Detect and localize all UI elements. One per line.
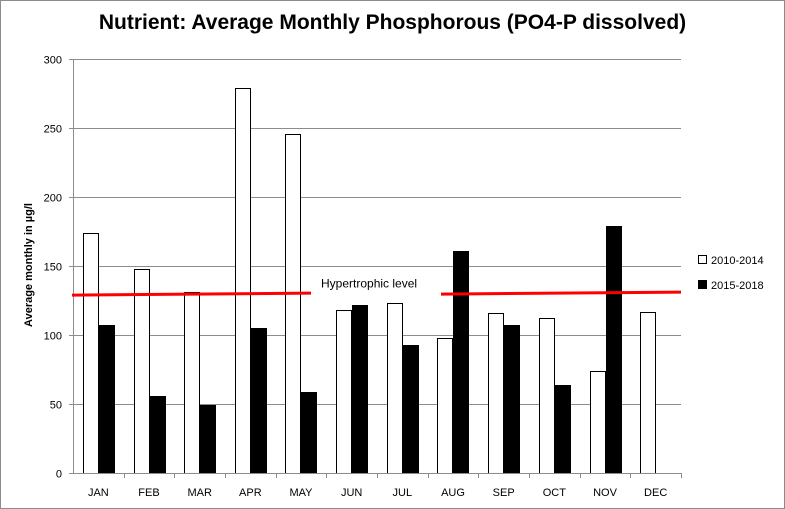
bar-2010-2014-jun bbox=[336, 310, 352, 474]
x-tick-label: FEB bbox=[138, 487, 159, 499]
legend-swatch bbox=[698, 280, 707, 289]
bar-2010-2014-oct bbox=[539, 318, 555, 474]
y-tick-label: 100 bbox=[44, 331, 62, 343]
bar-2010-2014-may bbox=[285, 134, 301, 474]
bar-2010-2014-jul bbox=[387, 303, 403, 474]
bar-2010-2014-sep bbox=[488, 313, 504, 474]
x-tick-label: MAY bbox=[289, 487, 313, 499]
y-tick-label: 150 bbox=[44, 262, 62, 274]
bar-2010-2014-mar bbox=[184, 292, 200, 474]
bar-2010-2014-dec bbox=[640, 312, 656, 474]
bar-2015-2018-may bbox=[301, 392, 317, 474]
y-tick-label: 200 bbox=[44, 193, 62, 205]
bar-2015-2018-jul bbox=[403, 345, 419, 474]
threshold-label: Hypertrophic level bbox=[321, 277, 417, 291]
bar-2015-2018-apr bbox=[251, 328, 267, 474]
chart-title: Nutrient: Average Monthly Phosphorous (P… bbox=[98, 11, 687, 34]
bar-2010-2014-jan bbox=[83, 233, 99, 474]
y-tick-label: 0 bbox=[56, 469, 62, 481]
axes: 0 50 100 150 200 250 300 JAN FEB MAR APR MAY JUN JUL A… bbox=[44, 55, 682, 499]
x-tick-label: AUG bbox=[441, 487, 465, 499]
bar-2010-2014-feb bbox=[134, 269, 150, 474]
bar-2015-2018-nov bbox=[606, 226, 622, 474]
y-tick-label: 300 bbox=[44, 55, 62, 67]
legend-label: 2015-2018 bbox=[711, 280, 764, 292]
bar-2015-2018-oct bbox=[555, 385, 571, 474]
x-tick-label: MAR bbox=[187, 487, 212, 499]
bar-2010-2014-aug bbox=[437, 338, 453, 474]
x-tick-label: JAN bbox=[88, 487, 109, 499]
x-tick-label: NOV bbox=[593, 487, 618, 499]
bar-2015-2018-feb bbox=[150, 396, 166, 474]
bar-2015-2018-aug bbox=[453, 251, 469, 474]
threshold-line: Hypertrophic level bbox=[71, 277, 682, 297]
x-tick-label: OCT bbox=[543, 487, 567, 499]
x-tick-label: JUL bbox=[393, 487, 413, 499]
threshold-line-left bbox=[71, 291, 312, 297]
bar-2010-2014-nov bbox=[590, 371, 606, 474]
threshold-line-right bbox=[440, 290, 682, 296]
y-tick-label: 50 bbox=[50, 400, 62, 412]
legend: 2010-2014 2015-2018 bbox=[698, 255, 764, 292]
bar-2015-2018-jun bbox=[352, 305, 368, 474]
gridlines bbox=[73, 59, 681, 405]
y-axis-label: Average monthly in µg/l bbox=[23, 203, 35, 327]
x-tick-label: APR bbox=[239, 487, 262, 499]
x-tick-label: DEC bbox=[644, 487, 667, 499]
x-tick-label: SEP bbox=[493, 487, 515, 499]
bar-2010-2014-apr bbox=[235, 88, 251, 474]
bar-2015-2018-jan bbox=[99, 325, 115, 474]
legend-label: 2010-2014 bbox=[711, 255, 764, 267]
legend-swatch bbox=[698, 255, 707, 264]
x-tick-label: JUN bbox=[341, 487, 362, 499]
y-tick-label: 250 bbox=[44, 124, 62, 136]
bar-2015-2018-sep bbox=[504, 325, 520, 474]
bar-2015-2018-mar bbox=[200, 405, 216, 474]
